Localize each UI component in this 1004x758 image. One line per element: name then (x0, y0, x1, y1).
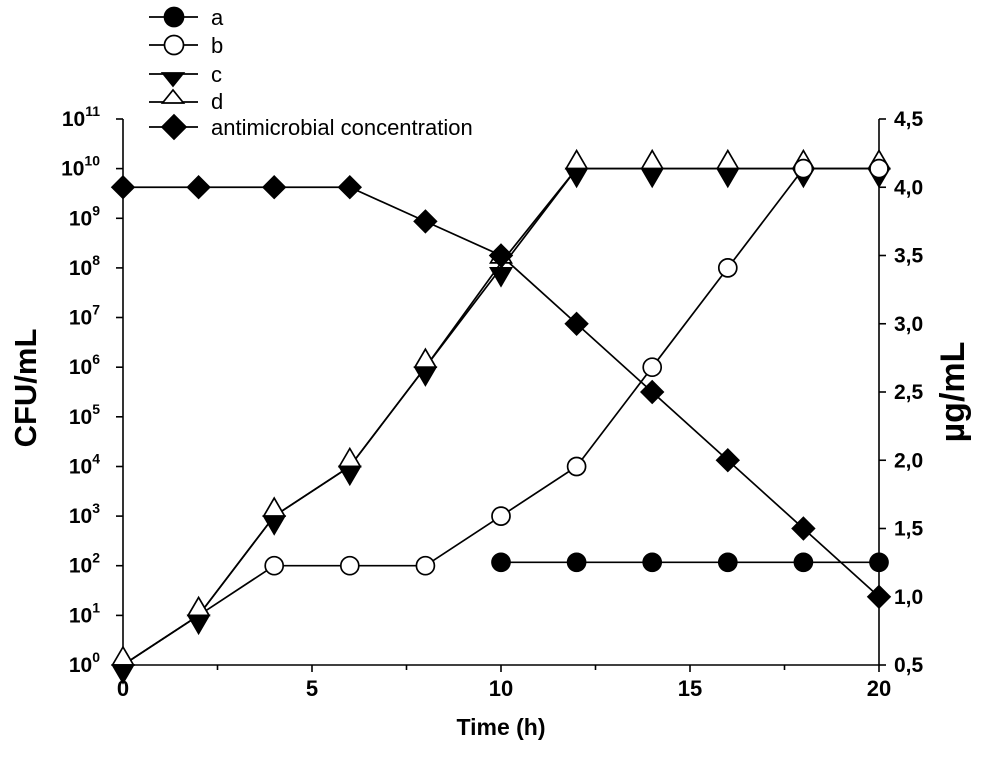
svg-text:Time (h): Time (h) (456, 714, 545, 740)
svg-text:0,5: 0,5 (894, 654, 924, 677)
svg-text:5: 5 (306, 676, 318, 701)
svg-text:20: 20 (867, 676, 891, 701)
svg-text:a: a (211, 5, 224, 30)
svg-text:102: 102 (69, 550, 100, 578)
svg-text:d: d (211, 89, 223, 114)
svg-text:15: 15 (678, 676, 702, 701)
svg-text:CFU/mL: CFU/mL (8, 329, 43, 448)
svg-text:105: 105 (69, 401, 100, 429)
svg-text:108: 108 (69, 252, 100, 280)
svg-text:106: 106 (69, 351, 100, 379)
svg-text:1,0: 1,0 (894, 586, 923, 609)
svg-text:b: b (211, 33, 223, 58)
svg-text:3,0: 3,0 (894, 313, 923, 336)
svg-text:2,5: 2,5 (894, 381, 924, 404)
svg-text:109: 109 (69, 202, 100, 230)
svg-text:1010: 1010 (61, 153, 100, 181)
svg-text:µg/mL: µg/mL (934, 342, 972, 443)
svg-text:4,0: 4,0 (894, 176, 923, 199)
svg-text:100: 100 (69, 649, 100, 677)
svg-text:antimicrobial concentration: antimicrobial concentration (211, 115, 473, 140)
svg-text:10: 10 (489, 676, 513, 701)
svg-text:4,5: 4,5 (894, 108, 924, 131)
svg-text:3,5: 3,5 (894, 245, 924, 268)
svg-text:2,0: 2,0 (894, 449, 923, 472)
svg-text:1011: 1011 (62, 103, 100, 131)
svg-text:1,5: 1,5 (894, 518, 924, 541)
svg-text:107: 107 (69, 302, 100, 330)
svg-text:103: 103 (69, 500, 100, 528)
svg-text:101: 101 (69, 599, 100, 627)
svg-text:c: c (211, 62, 222, 87)
svg-text:104: 104 (69, 451, 100, 479)
